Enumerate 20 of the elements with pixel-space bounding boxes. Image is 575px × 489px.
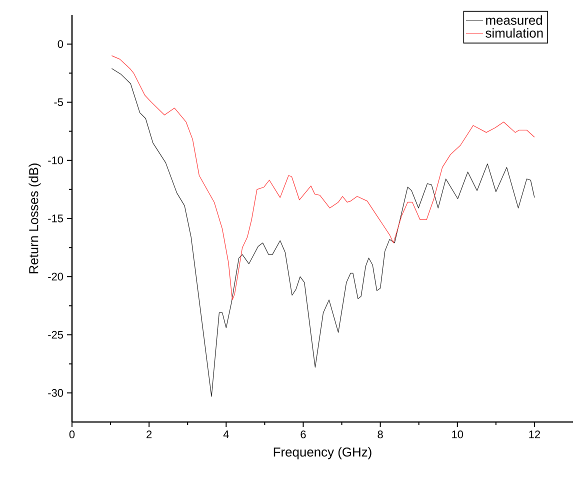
legend-label: simulation xyxy=(486,28,543,38)
y-axis-title: Return Losses (dB) xyxy=(28,164,41,274)
x-tick-label: 0 xyxy=(69,430,75,438)
x-tick-label: 6 xyxy=(300,430,306,438)
x-tick-label: 4 xyxy=(223,430,229,438)
legend-label: measured xyxy=(486,15,542,25)
x-tick-label: 12 xyxy=(529,430,540,438)
x-axis-title: Frequency (GHz) xyxy=(274,447,372,460)
y-tick-label: -10 xyxy=(48,156,64,164)
x-tick-label: 10 xyxy=(452,430,464,438)
line-series xyxy=(111,68,535,397)
line-series xyxy=(111,55,535,300)
y-tick-label: -30 xyxy=(48,389,64,397)
y-tick-label: -25 xyxy=(48,330,64,339)
y-tick-label: -15 xyxy=(48,214,64,222)
x-tick-label: 8 xyxy=(378,430,383,438)
x-tick-label: 2 xyxy=(146,430,152,438)
y-tick-label: -20 xyxy=(48,272,64,281)
y-tick-label: -5 xyxy=(54,98,64,106)
y-tick-label: 0 xyxy=(58,40,64,48)
